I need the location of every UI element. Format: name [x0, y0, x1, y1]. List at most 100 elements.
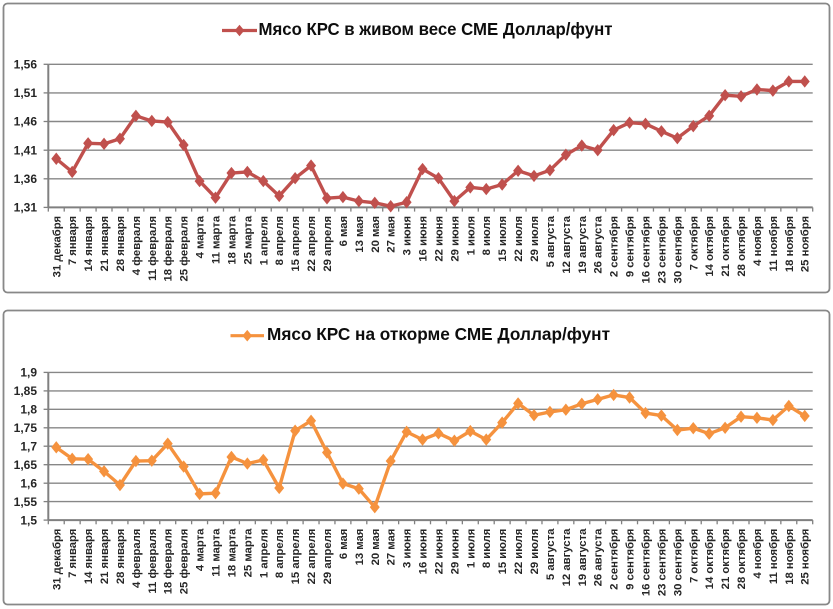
svg-text:1 июля: 1 июля [465, 529, 477, 569]
svg-text:2 сентября: 2 сентября [609, 216, 621, 277]
svg-text:20 мая: 20 мая [370, 529, 382, 566]
svg-text:1,31: 1,31 [14, 201, 38, 215]
svg-text:15 апреля: 15 апреля [290, 529, 302, 585]
svg-text:5 августа: 5 августа [545, 528, 557, 580]
svg-text:1,75: 1,75 [14, 421, 38, 435]
svg-text:4 марта: 4 марта [195, 528, 207, 571]
svg-text:25 марта: 25 марта [242, 528, 254, 577]
svg-text:25 ноября: 25 ноября [800, 529, 812, 585]
svg-text:14 января: 14 января [83, 529, 95, 585]
svg-text:29 июня: 29 июня [449, 529, 461, 575]
svg-text:11 марта: 11 марта [211, 215, 223, 264]
svg-text:4 февраля: 4 февраля [131, 529, 143, 588]
svg-text:6 мая: 6 мая [338, 216, 350, 247]
svg-text:31 декабря: 31 декабря [51, 216, 63, 277]
svg-text:18 ноября: 18 ноября [784, 216, 796, 272]
svg-text:21 октября: 21 октября [720, 529, 732, 590]
svg-text:1,6: 1,6 [20, 476, 37, 490]
svg-text:1 июля: 1 июля [465, 216, 477, 256]
svg-text:27 мая: 27 мая [386, 216, 398, 253]
svg-text:22 апреля: 22 апреля [306, 529, 318, 585]
svg-text:28 января: 28 января [115, 529, 127, 585]
svg-text:15 июля: 15 июля [497, 216, 509, 262]
svg-text:1,46: 1,46 [14, 115, 38, 129]
svg-text:22 апреля: 22 апреля [306, 216, 318, 272]
svg-text:25 февраля: 25 февраля [179, 216, 191, 282]
svg-text:25 февраля: 25 февраля [179, 529, 191, 595]
svg-text:12 августа: 12 августа [561, 528, 573, 586]
svg-text:26 августа: 26 августа [593, 215, 605, 273]
svg-text:23 сентября: 23 сентября [656, 529, 668, 597]
svg-text:14 января: 14 января [83, 216, 95, 272]
svg-text:3 июня: 3 июня [402, 529, 414, 568]
svg-text:8 апреля: 8 апреля [274, 529, 286, 578]
svg-text:22 июня: 22 июня [433, 216, 445, 262]
svg-text:8 апреля: 8 апреля [274, 216, 286, 265]
svg-text:18 ноября: 18 ноября [784, 529, 796, 585]
svg-text:29 июля: 29 июля [529, 216, 541, 262]
svg-text:11 февраля: 11 февраля [147, 216, 159, 281]
svg-text:7 октября: 7 октября [688, 529, 700, 583]
svg-text:1,55: 1,55 [14, 495, 38, 509]
svg-text:11 февраля: 11 февраля [147, 529, 159, 594]
svg-text:1 апреля: 1 апреля [258, 529, 270, 578]
svg-text:Мясо КРС на откорме СМЕ Доллар: Мясо КРС на откорме СМЕ Доллар/фунт [267, 324, 610, 344]
svg-text:11 марта: 11 марта [211, 528, 223, 577]
svg-text:18 марта: 18 марта [226, 528, 238, 577]
svg-text:22 июля: 22 июля [513, 529, 525, 575]
svg-text:22 июля: 22 июля [513, 216, 525, 262]
svg-text:1,56: 1,56 [14, 58, 38, 72]
svg-text:28 октября: 28 октября [736, 529, 748, 590]
svg-text:13 мая: 13 мая [354, 216, 366, 253]
svg-text:16 сентября: 16 сентября [640, 529, 652, 597]
svg-text:11 ноября: 11 ноября [768, 529, 780, 585]
svg-text:1,36: 1,36 [14, 172, 38, 186]
svg-text:29 апреля: 29 апреля [322, 216, 334, 272]
svg-text:29 июля: 29 июля [529, 529, 541, 575]
svg-text:30 сентября: 30 сентября [672, 216, 684, 284]
svg-text:1 апреля: 1 апреля [258, 216, 270, 265]
svg-text:14 октября: 14 октября [704, 216, 716, 277]
svg-text:4 февраля: 4 февраля [131, 216, 143, 275]
svg-text:1,9: 1,9 [20, 366, 37, 380]
svg-text:25 марта: 25 марта [242, 215, 254, 264]
svg-text:20 мая: 20 мая [370, 216, 382, 253]
svg-text:8 июля: 8 июля [481, 216, 493, 256]
svg-text:1,51: 1,51 [14, 86, 38, 100]
svg-text:15 апреля: 15 апреля [290, 216, 302, 272]
svg-text:16 июня: 16 июня [418, 529, 430, 575]
svg-text:1,85: 1,85 [14, 384, 38, 398]
svg-text:2 сентября: 2 сентября [609, 529, 621, 590]
svg-text:28 января: 28 января [115, 216, 127, 272]
svg-text:1,5: 1,5 [20, 513, 37, 527]
svg-text:22 июня: 22 июня [433, 529, 445, 575]
svg-text:29 апреля: 29 апреля [322, 529, 334, 585]
svg-text:1,41: 1,41 [14, 143, 38, 157]
svg-text:28 октября: 28 октября [736, 216, 748, 277]
svg-text:27 мая: 27 мая [386, 529, 398, 566]
svg-text:30 сентября: 30 сентября [672, 529, 684, 597]
svg-text:25 ноября: 25 ноября [800, 216, 812, 272]
svg-text:6 мая: 6 мая [338, 529, 350, 560]
svg-text:9 сентября: 9 сентября [625, 216, 637, 277]
svg-text:4 ноября: 4 ноября [752, 529, 764, 579]
svg-text:1,65: 1,65 [14, 458, 38, 472]
svg-text:18 февраля: 18 февраля [163, 529, 175, 595]
svg-text:16 июня: 16 июня [418, 216, 430, 262]
svg-text:19 августа: 19 августа [577, 528, 589, 586]
svg-text:7 октября: 7 октября [688, 216, 700, 270]
svg-text:14 октября: 14 октября [704, 529, 716, 590]
svg-text:18 февраля: 18 февраля [163, 216, 175, 282]
svg-text:21 января: 21 января [99, 529, 111, 585]
svg-text:21 января: 21 января [99, 216, 111, 272]
svg-text:1,7: 1,7 [20, 439, 37, 453]
svg-text:21 октября: 21 октября [720, 216, 732, 277]
svg-text:18 марта: 18 марта [226, 215, 238, 264]
svg-text:1,8: 1,8 [20, 403, 37, 417]
svg-text:5 августа: 5 августа [545, 215, 557, 267]
svg-text:31 декабря: 31 декабря [51, 529, 63, 590]
svg-text:11 ноября: 11 ноября [768, 216, 780, 272]
svg-text:19 августа: 19 августа [577, 215, 589, 273]
svg-text:9 сентября: 9 сентября [625, 529, 637, 590]
svg-text:29 июня: 29 июня [449, 216, 461, 262]
